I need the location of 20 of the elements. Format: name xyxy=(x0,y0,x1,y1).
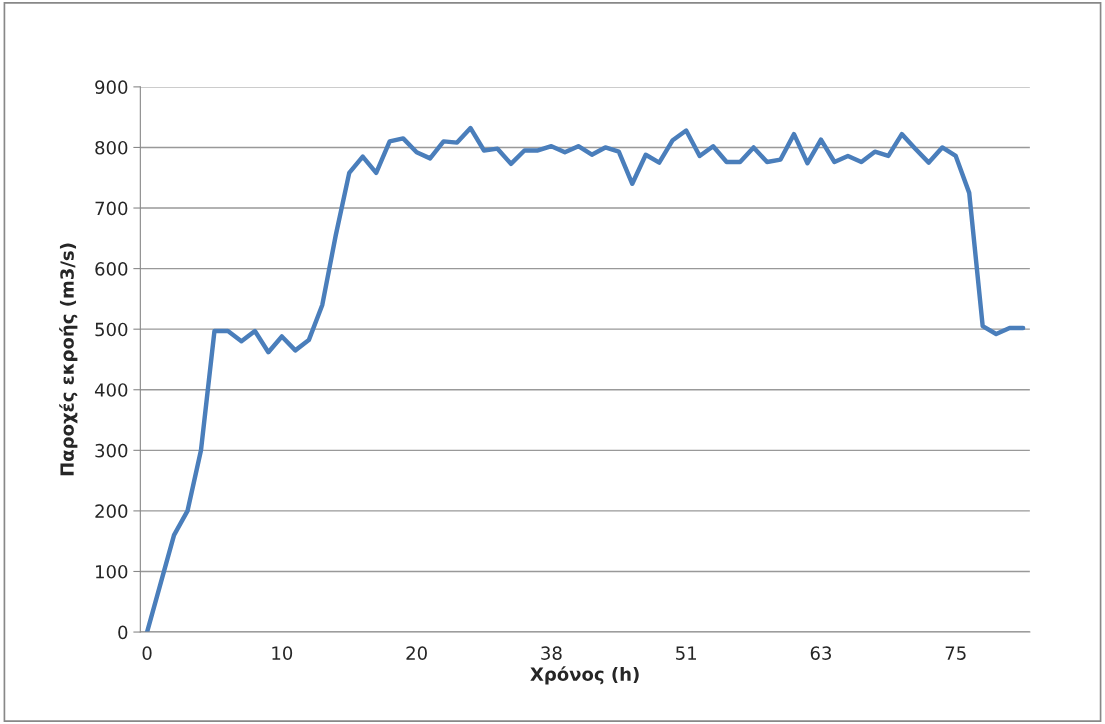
x-axis-title: Χρόνος (h) xyxy=(530,666,639,685)
y-tick-label: 100 xyxy=(96,564,128,579)
y-axis-title: Παροχές εκροής (m3/s) xyxy=(59,243,78,476)
x-tick-label: 51 xyxy=(676,646,696,660)
y-tick-label: 200 xyxy=(95,504,128,519)
y-tick-label: 400 xyxy=(94,383,128,397)
x-tick-label: 63 xyxy=(810,646,831,660)
y-tick-label: 700 xyxy=(95,201,128,216)
x-tick-label: 10 xyxy=(272,646,293,660)
x-tick-label: 0 xyxy=(142,646,152,660)
x-tick-label: 38 xyxy=(541,646,562,660)
x-tick-label: 20 xyxy=(406,646,427,660)
y-tick-label: 0 xyxy=(118,625,128,640)
line-series xyxy=(144,125,1026,633)
y-tick-label: 800 xyxy=(95,140,128,155)
y-tick-label: 300 xyxy=(95,443,128,458)
x-tick-label: 75 xyxy=(945,646,966,660)
y-tick-label: 900 xyxy=(95,80,128,94)
y-tick-label: 600 xyxy=(95,262,128,276)
y-tick-label: 500 xyxy=(95,322,128,337)
